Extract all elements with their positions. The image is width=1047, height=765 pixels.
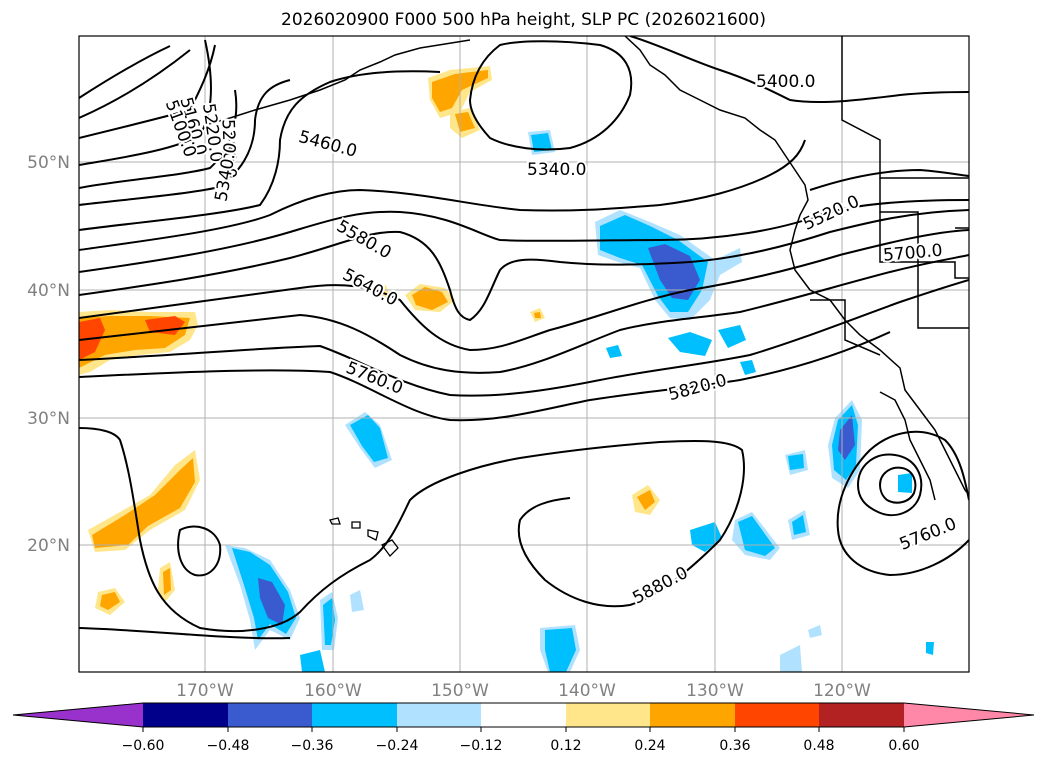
colorbar-segment bbox=[819, 703, 904, 727]
colorbar-segment bbox=[735, 703, 819, 727]
map-background bbox=[79, 36, 969, 672]
height-contours bbox=[79, 36, 969, 640]
latitude-label: 50°N bbox=[27, 153, 70, 173]
longitude-label: 130°W bbox=[686, 681, 744, 701]
colorbar-tick-label: 0.36 bbox=[719, 738, 750, 754]
colorbar-tick-label: −0.36 bbox=[291, 738, 334, 754]
colorbar-tick-label: −0.60 bbox=[122, 738, 165, 754]
colorbar-tick-label: 0.24 bbox=[634, 738, 665, 754]
longitude-axis: 170°W 160°W 150°W 140°W 130°W 120°W bbox=[176, 681, 871, 701]
contour-label: 5400.0 bbox=[756, 72, 815, 92]
colorbar-segment bbox=[228, 703, 312, 727]
latitude-label: 20°N bbox=[27, 536, 70, 556]
latitude-axis: 50°N 40°N 30°N 20°N bbox=[27, 153, 70, 556]
map-title: 2026020900 F000 500 hPa height, SLP PC (… bbox=[281, 10, 766, 30]
colorbar-tick-label: −0.24 bbox=[376, 738, 419, 754]
longitude-label: 140°W bbox=[558, 681, 616, 701]
colorbar-segment bbox=[312, 703, 397, 727]
map-frame bbox=[78, 35, 970, 673]
colorbar: −0.60 −0.48 −0.36 −0.24 −0.12 0.12 0.24 … bbox=[12, 702, 1035, 754]
colorbar-tick-label: −0.12 bbox=[460, 738, 503, 754]
colorbar-segment bbox=[650, 703, 735, 727]
colorbar-tick-label: −0.48 bbox=[207, 738, 250, 754]
longitude-label: 170°W bbox=[176, 681, 234, 701]
colorbar-tick-label: 0.12 bbox=[550, 738, 581, 754]
hawaiian-islands bbox=[329, 517, 399, 557]
colorbar-segment bbox=[566, 703, 650, 727]
colorbar-extend-low bbox=[13, 703, 143, 727]
longitude-label: 150°W bbox=[431, 681, 489, 701]
colorbar-extend-high bbox=[904, 703, 1034, 727]
longitude-label: 160°W bbox=[304, 681, 362, 701]
colorbar-tick-label: 0.48 bbox=[803, 738, 834, 754]
latitude-label: 40°N bbox=[27, 281, 70, 301]
colorbar-segment bbox=[397, 703, 481, 727]
contour-label: 5340.0 bbox=[527, 160, 586, 180]
contour-label: 5280.0 bbox=[217, 119, 239, 179]
graticule bbox=[79, 36, 969, 672]
latitude-label: 30°N bbox=[27, 409, 70, 429]
colorbar-tick-label: 0.60 bbox=[888, 738, 919, 754]
colorbar-segment bbox=[481, 703, 566, 727]
colorbar-segment bbox=[143, 703, 228, 727]
longitude-label: 120°W bbox=[813, 681, 871, 701]
